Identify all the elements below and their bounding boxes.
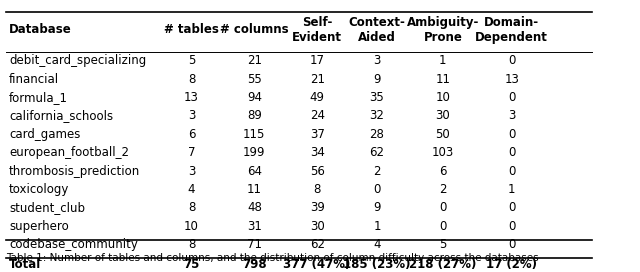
Text: 3: 3: [188, 165, 195, 178]
Text: codebase_community: codebase_community: [9, 238, 138, 251]
Text: Self-
Evident: Self- Evident: [292, 16, 342, 44]
Text: 62: 62: [310, 238, 324, 251]
Text: 1: 1: [373, 220, 381, 233]
Text: 21: 21: [310, 73, 324, 85]
Text: 89: 89: [247, 109, 262, 122]
Text: formula_1: formula_1: [9, 91, 68, 104]
Text: 64: 64: [247, 165, 262, 178]
Text: 17 (2%): 17 (2%): [486, 258, 537, 270]
Text: student_club: student_club: [9, 201, 85, 214]
Text: 34: 34: [310, 146, 324, 159]
Text: 0: 0: [373, 183, 381, 196]
Text: 48: 48: [247, 201, 262, 214]
Text: 50: 50: [435, 128, 450, 141]
Text: 7: 7: [188, 146, 195, 159]
Text: 0: 0: [508, 146, 515, 159]
Text: 56: 56: [310, 165, 324, 178]
Text: Domain-
Dependent: Domain- Dependent: [476, 16, 548, 44]
Text: 62: 62: [369, 146, 385, 159]
Text: 0: 0: [508, 54, 515, 67]
Text: 94: 94: [247, 91, 262, 104]
Text: 9: 9: [373, 201, 381, 214]
Text: 8: 8: [188, 238, 195, 251]
Text: 75: 75: [183, 258, 200, 270]
Text: 218 (27%): 218 (27%): [409, 258, 477, 270]
Text: 0: 0: [508, 128, 515, 141]
Text: 1: 1: [439, 54, 447, 67]
Text: 4: 4: [188, 183, 195, 196]
Text: 28: 28: [369, 128, 385, 141]
Text: 5: 5: [439, 238, 447, 251]
Text: 0: 0: [508, 238, 515, 251]
Text: 30: 30: [310, 220, 324, 233]
Text: 8: 8: [188, 73, 195, 85]
Text: 55: 55: [247, 73, 262, 85]
Text: 2: 2: [373, 165, 381, 178]
Text: 2: 2: [439, 183, 447, 196]
Text: 103: 103: [432, 146, 454, 159]
Text: Table 1: Number of tables and columns, and the distribution of column difficulty: Table 1: Number of tables and columns, a…: [6, 252, 539, 262]
Text: 35: 35: [370, 91, 385, 104]
Text: 377 (47%): 377 (47%): [284, 258, 351, 270]
Text: 0: 0: [508, 91, 515, 104]
Text: thrombosis_prediction: thrombosis_prediction: [9, 165, 140, 178]
Text: 13: 13: [184, 91, 199, 104]
Text: 3: 3: [188, 109, 195, 122]
Text: 6: 6: [439, 165, 447, 178]
Text: 8: 8: [314, 183, 321, 196]
Text: toxicology: toxicology: [9, 183, 69, 196]
Text: 8: 8: [188, 201, 195, 214]
Text: 24: 24: [310, 109, 324, 122]
Text: 21: 21: [247, 54, 262, 67]
Text: card_games: card_games: [9, 128, 81, 141]
Text: 0: 0: [508, 165, 515, 178]
Text: Context-
Aided: Context- Aided: [349, 16, 405, 44]
Text: debit_card_specializing: debit_card_specializing: [9, 54, 146, 67]
Text: 115: 115: [243, 128, 266, 141]
Text: 6: 6: [188, 128, 195, 141]
Text: 0: 0: [439, 220, 447, 233]
Text: 11: 11: [435, 73, 451, 85]
Text: 9: 9: [373, 73, 381, 85]
Text: Database: Database: [9, 23, 72, 36]
Text: 3: 3: [373, 54, 381, 67]
Text: 798: 798: [242, 258, 267, 270]
Text: 0: 0: [508, 220, 515, 233]
Text: # tables: # tables: [164, 23, 219, 36]
Text: 32: 32: [369, 109, 385, 122]
Text: 1: 1: [508, 183, 515, 196]
Text: 0: 0: [508, 201, 515, 214]
Text: 5: 5: [188, 54, 195, 67]
Text: superhero: superhero: [9, 220, 68, 233]
Text: 0: 0: [439, 201, 447, 214]
Text: 10: 10: [435, 91, 451, 104]
Text: financial: financial: [9, 73, 59, 85]
Text: 10: 10: [184, 220, 199, 233]
Text: 37: 37: [310, 128, 324, 141]
Text: 49: 49: [310, 91, 324, 104]
Text: Ambiguity-
Prone: Ambiguity- Prone: [406, 16, 479, 44]
Text: # columns: # columns: [220, 23, 289, 36]
Text: california_schools: california_schools: [9, 109, 113, 122]
Text: Total: Total: [9, 258, 41, 270]
Text: 185 (23%): 185 (23%): [343, 258, 411, 270]
Text: 39: 39: [310, 201, 324, 214]
Text: 30: 30: [435, 109, 450, 122]
Text: european_football_2: european_football_2: [9, 146, 129, 159]
Text: 17: 17: [310, 54, 324, 67]
Text: 199: 199: [243, 146, 266, 159]
Text: 4: 4: [373, 238, 381, 251]
Text: 3: 3: [508, 109, 515, 122]
Text: 31: 31: [247, 220, 262, 233]
Text: 11: 11: [247, 183, 262, 196]
Text: 71: 71: [247, 238, 262, 251]
Text: 13: 13: [504, 73, 519, 85]
